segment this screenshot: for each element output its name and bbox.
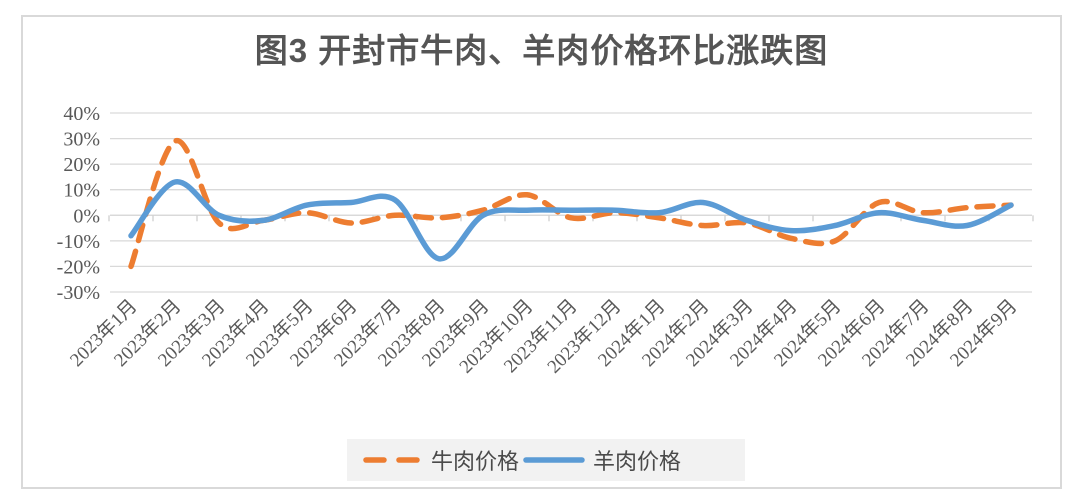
legend-label-beef: 牛肉价格 [430, 449, 519, 474]
y-axis-label: 20% [63, 154, 100, 176]
y-axis-label: 0% [73, 205, 100, 227]
y-axis-label: -30% [57, 282, 100, 304]
legend-swatch-beef-dashed-line-icon [363, 457, 423, 463]
legend-item-beef: 牛肉价格 [363, 444, 523, 476]
legend: 牛肉价格 羊肉价格 [346, 439, 746, 481]
legend-swatch-mutton-solid-line-icon [523, 457, 585, 463]
y-axis-label: -10% [57, 231, 100, 253]
chart-frame [21, 15, 1062, 489]
beef-price-line [128, 138, 1014, 270]
legend-label-mutton: 羊肉价格 [593, 449, 682, 474]
y-axis-label: 30% [63, 129, 100, 151]
y-axis-label: -20% [57, 256, 100, 278]
y-axis-label: 10% [63, 180, 100, 202]
legend-item-mutton: 羊肉价格 [523, 444, 685, 476]
y-axis-label: 40% [63, 103, 100, 125]
chart-title: 图3 开封市牛肉、羊肉价格环比涨跌图 [254, 32, 829, 69]
mutton-price-line [128, 179, 1014, 262]
